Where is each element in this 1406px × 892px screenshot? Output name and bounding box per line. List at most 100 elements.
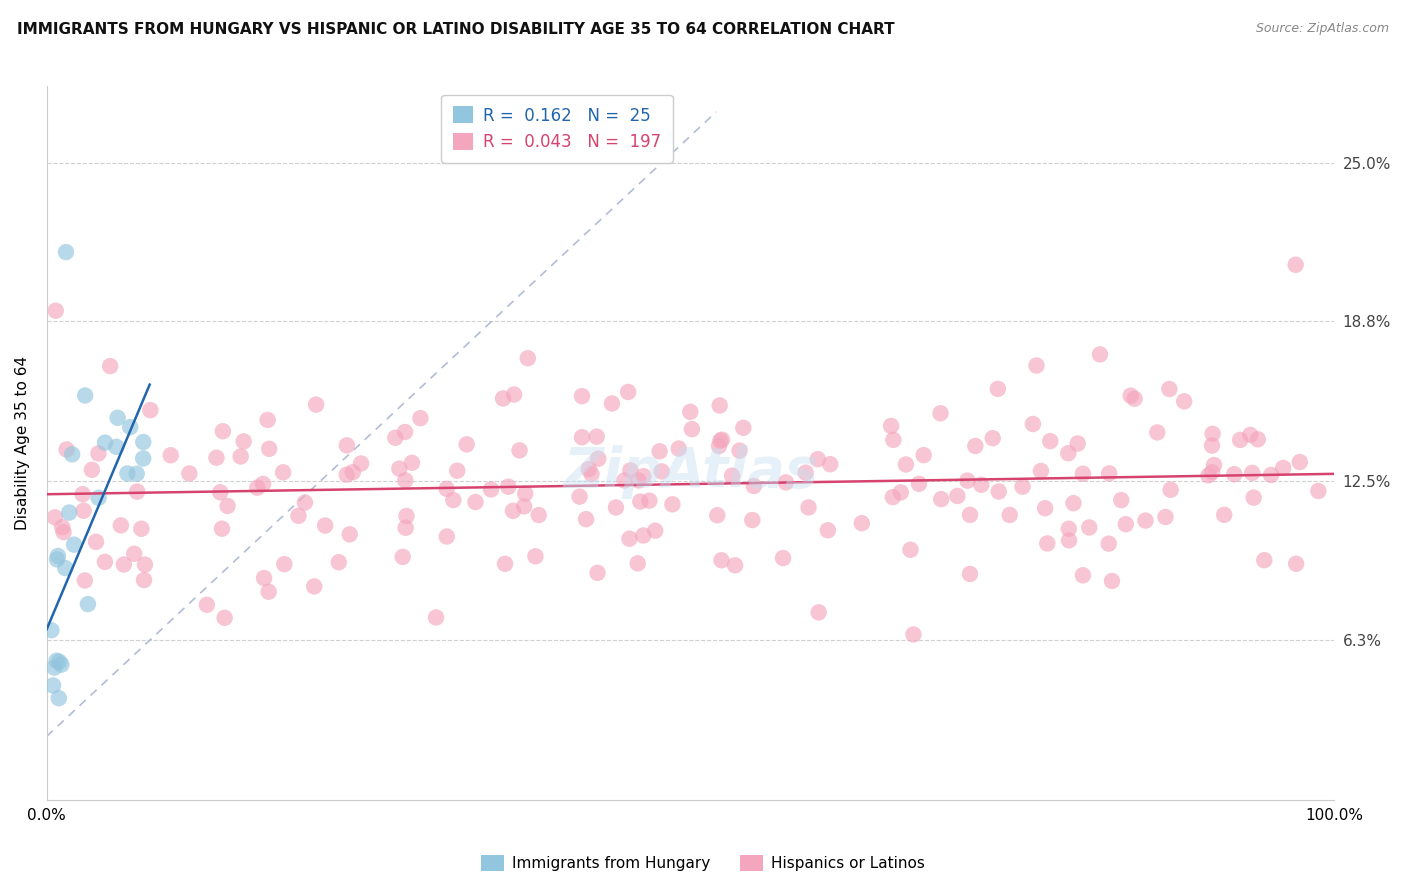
Point	[112, 558, 135, 572]
Point	[807, 452, 830, 467]
Text: IMMIGRANTS FROM HUNGARY VS HISPANIC OR LATINO DISABILITY AGE 35 TO 64 CORRELATIO: IMMIGRANTS FROM HUNGARY VS HISPANIC OR L…	[17, 22, 894, 37]
Point	[581, 467, 603, 481]
Point	[1066, 436, 1088, 450]
Point	[742, 479, 765, 493]
Point	[110, 518, 132, 533]
Point	[1308, 483, 1330, 498]
Point	[425, 610, 447, 624]
Point	[959, 508, 981, 522]
Point	[46, 552, 69, 566]
Point	[513, 500, 536, 514]
Point	[1160, 483, 1182, 497]
Point	[1239, 428, 1261, 442]
Point	[55, 442, 77, 457]
Point	[314, 518, 336, 533]
Point	[571, 430, 593, 444]
Point	[575, 512, 598, 526]
Y-axis label: Disability Age 35 to 64: Disability Age 35 to 64	[15, 356, 30, 531]
Point	[46, 549, 69, 563]
Point	[159, 448, 181, 462]
Point	[679, 405, 702, 419]
Point	[1039, 434, 1062, 449]
Point	[1011, 480, 1033, 494]
Point	[395, 521, 418, 535]
Point	[1101, 574, 1123, 588]
Point	[638, 493, 661, 508]
Point	[524, 549, 547, 564]
Point	[648, 444, 671, 458]
Point	[73, 574, 96, 588]
Point	[1057, 522, 1080, 536]
Point	[45, 654, 67, 668]
Point	[987, 484, 1010, 499]
Point	[817, 523, 839, 537]
Point	[41, 624, 63, 638]
Point	[45, 303, 67, 318]
Point	[388, 461, 411, 475]
Point	[903, 627, 925, 641]
Point	[965, 439, 987, 453]
Point	[139, 403, 162, 417]
Point	[617, 384, 640, 399]
Point	[117, 467, 139, 481]
Point	[328, 555, 350, 569]
Point	[1135, 514, 1157, 528]
Point	[55, 245, 77, 260]
Point	[1057, 446, 1080, 460]
Point	[1098, 467, 1121, 481]
Point	[94, 555, 117, 569]
Point	[894, 458, 917, 472]
Point	[981, 431, 1004, 445]
Point	[882, 433, 904, 447]
Point	[1146, 425, 1168, 440]
Point	[252, 476, 274, 491]
Point	[1025, 359, 1047, 373]
Point	[600, 396, 623, 410]
Point	[502, 504, 524, 518]
Point	[394, 425, 416, 439]
Point	[498, 480, 520, 494]
Point	[1272, 461, 1295, 475]
Point	[44, 660, 66, 674]
Point	[956, 474, 979, 488]
Point	[882, 490, 904, 504]
Point	[94, 435, 117, 450]
Point	[709, 399, 731, 413]
Point	[1022, 417, 1045, 431]
Point	[273, 557, 295, 571]
Point	[51, 520, 73, 534]
Point	[1071, 568, 1094, 582]
Point	[1088, 347, 1111, 361]
Point	[211, 522, 233, 536]
Point	[53, 561, 76, 575]
Point	[350, 457, 373, 471]
Point	[1057, 533, 1080, 548]
Point	[384, 431, 406, 445]
Point	[120, 420, 142, 434]
Point	[1154, 510, 1177, 524]
Point	[494, 557, 516, 571]
Point	[105, 440, 128, 454]
Point	[797, 500, 820, 515]
Point	[807, 605, 830, 619]
Point	[217, 499, 239, 513]
Point	[772, 551, 794, 566]
Point	[1115, 517, 1137, 532]
Point	[246, 481, 269, 495]
Point	[1229, 433, 1251, 447]
Point	[794, 466, 817, 480]
Point	[98, 359, 121, 373]
Point	[1063, 496, 1085, 510]
Point	[256, 413, 278, 427]
Point	[1243, 491, 1265, 505]
Point	[912, 448, 935, 462]
Point	[87, 491, 110, 505]
Point	[741, 513, 763, 527]
Point	[516, 351, 538, 366]
Point	[586, 566, 609, 580]
Point	[1109, 493, 1132, 508]
Point	[401, 456, 423, 470]
Point	[571, 389, 593, 403]
Point	[503, 387, 526, 401]
Point	[619, 463, 641, 477]
